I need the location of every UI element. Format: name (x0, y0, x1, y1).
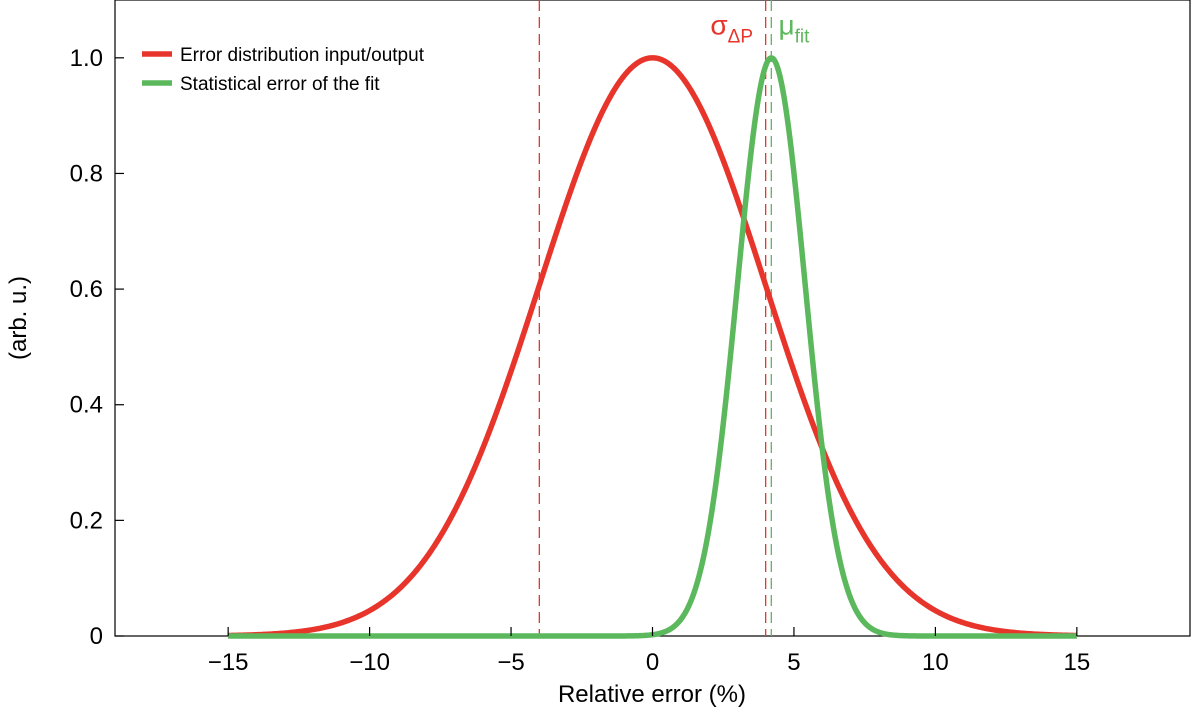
x-tick-label-2: −5 (497, 649, 524, 676)
series-curves (226, 55, 1079, 639)
legend: Error distribution input/output Statistic… (142, 45, 425, 95)
plot-frame (114, 0, 1191, 637)
y-tick-label-0: 0 (90, 623, 103, 650)
x-tick-label-6: 15 (1063, 649, 1090, 676)
y-axis-label: (arb. u.) (5, 276, 32, 360)
x-tick-label-1: −10 (349, 649, 390, 676)
x-tick-label-0: −15 (208, 649, 249, 676)
legend-label-0: Error distribution input/output (180, 45, 425, 66)
series-line-0 (226, 55, 1079, 639)
y-tick-label-2: 0.4 (70, 392, 103, 419)
y-tick-label-4: 0.8 (70, 160, 103, 187)
y-axis-ticks: 0 0.2 0.4 0.6 0.8 1.0 (70, 45, 124, 650)
y-tick-label-3: 0.6 (70, 276, 103, 303)
y-tick-label-5: 1.0 (70, 45, 103, 72)
x-axis-label: Relative error (%) (558, 681, 746, 708)
annotation-0: σΔP (710, 10, 753, 48)
reference-lines (538, 0, 772, 636)
annotations: σΔP μfit (710, 10, 810, 48)
x-tick-label-3: 0 (646, 649, 659, 676)
y-tick-label-1: 0.2 (70, 507, 103, 534)
series-line-1 (226, 55, 1079, 639)
x-tick-label-4: 5 (787, 649, 800, 676)
annotation-1: μfit (778, 10, 810, 48)
x-axis-ticks: −15 −10 −5 0 5 10 15 (208, 627, 1090, 676)
x-tick-label-5: 10 (922, 649, 949, 676)
legend-label-1: Statistical error of the fit (180, 74, 380, 95)
